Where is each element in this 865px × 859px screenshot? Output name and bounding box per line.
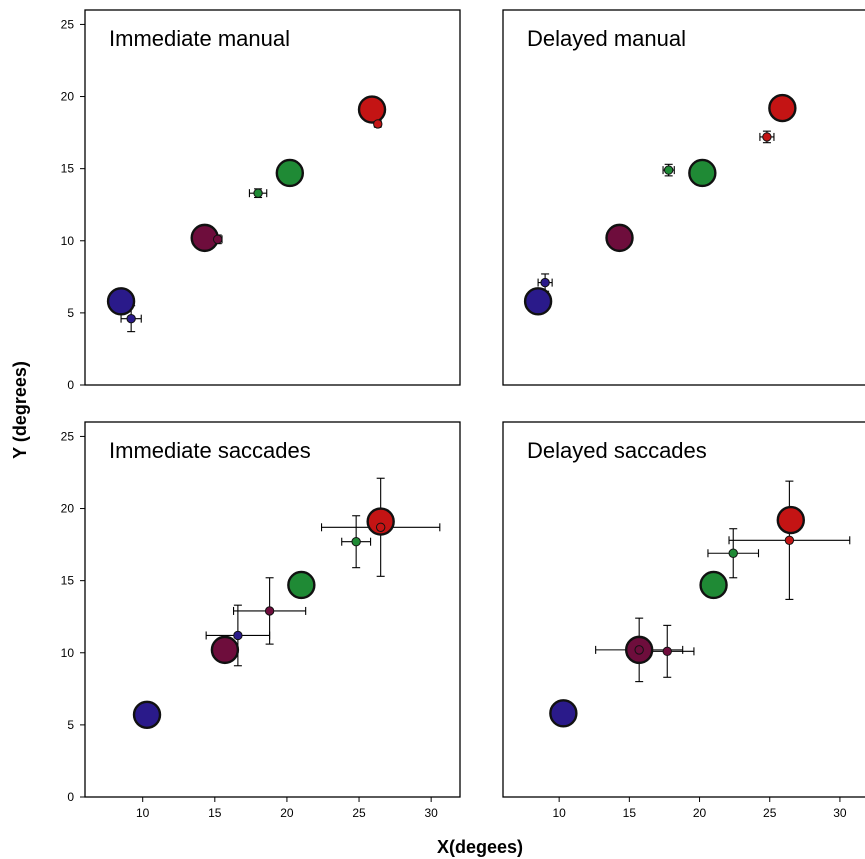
- panel-1: Immediate manual 0 5 10 15 20 25: [61, 9, 461, 392]
- y-tick-label: 0: [67, 378, 74, 392]
- y-tick-label: 15: [61, 162, 75, 176]
- y-tick-label: 20: [61, 90, 75, 104]
- response-marker: [253, 188, 263, 198]
- response-marker: [375, 522, 386, 532]
- response-marker: [784, 535, 795, 545]
- y-tick-label: 25: [61, 429, 75, 443]
- target-marker: [699, 570, 728, 600]
- target-marker: [768, 93, 797, 123]
- response-marker: [540, 277, 550, 288]
- x-tick-label: 20: [693, 806, 707, 820]
- panel-title: Immediate manual: [109, 26, 290, 51]
- target-marker: [549, 699, 578, 728]
- response-marker: [663, 165, 674, 175]
- panel-frame: [84, 9, 461, 386]
- panel-title: Immediate saccades: [109, 438, 311, 463]
- target-marker: [366, 507, 395, 536]
- target-marker: [287, 570, 316, 600]
- y-tick-label: 10: [61, 234, 75, 248]
- x-tick-label: 30: [833, 806, 847, 820]
- y-tick-label: 5: [67, 718, 74, 732]
- panel-frame: [84, 421, 461, 798]
- response-marker: [351, 537, 361, 547]
- response-marker: [762, 132, 772, 142]
- y-tick-label: 10: [61, 646, 75, 660]
- response-marker: [264, 606, 275, 616]
- y-tick-label: 20: [61, 502, 75, 516]
- panel-frame: [502, 421, 865, 798]
- x-axis-title: X(degees): [437, 837, 523, 857]
- target-marker: [106, 287, 136, 316]
- target-marker: [688, 158, 717, 188]
- panel-2: Delayed manual: [502, 9, 865, 386]
- target-marker: [605, 223, 634, 253]
- response-marker: [126, 313, 136, 324]
- response-marker: [233, 630, 243, 641]
- target-marker: [776, 505, 805, 535]
- y-tick-label: 5: [67, 306, 74, 320]
- response-marker: [662, 646, 672, 657]
- y-tick-label: 25: [61, 17, 75, 31]
- x-tick-label: 25: [352, 806, 366, 820]
- panel-3: Immediate saccades 0 5 10 15 20 25 10 15 20 25 30: [61, 421, 461, 820]
- response-marker: [212, 234, 223, 245]
- x-tick-label: 15: [623, 806, 637, 820]
- target-marker: [210, 635, 240, 665]
- x-tick-label: 10: [136, 806, 150, 820]
- target-marker: [357, 95, 387, 124]
- panel-4: Delayed saccades 10 15 20 25 30: [502, 421, 865, 820]
- response-marker: [728, 548, 738, 558]
- response-marker: [634, 645, 644, 655]
- y-tick-label: 0: [67, 790, 74, 804]
- x-tick-label: 25: [763, 806, 777, 820]
- panels-group: Immediate manual 0 5 10 15 20 25 Delayed manual…: [61, 9, 865, 820]
- x-tick-label: 30: [424, 806, 438, 820]
- target-marker: [275, 158, 305, 188]
- target-marker: [523, 287, 553, 316]
- x-tick-label: 10: [552, 806, 566, 820]
- response-marker: [373, 119, 383, 129]
- x-tick-label: 20: [280, 806, 294, 820]
- panel-title: Delayed manual: [527, 26, 686, 51]
- panel-frame: [502, 9, 865, 386]
- y-tick-label: 15: [61, 574, 75, 588]
- y-axis-title: Y (degrees): [10, 361, 30, 459]
- panel-title: Delayed saccades: [527, 438, 707, 463]
- target-marker: [132, 700, 162, 729]
- x-tick-label: 15: [208, 806, 222, 820]
